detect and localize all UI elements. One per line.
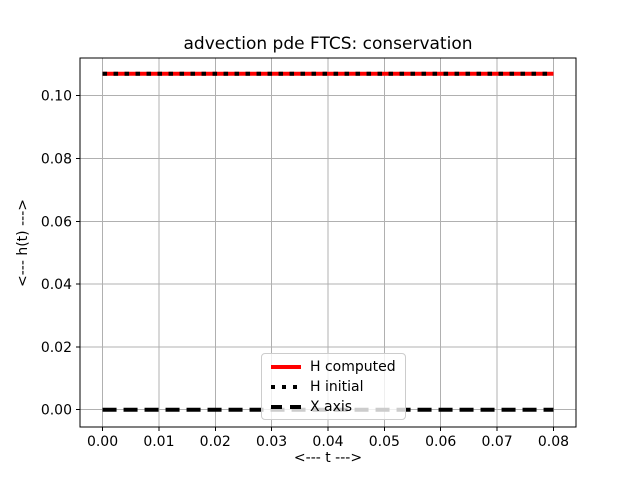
y-tick-label: 0.08	[41, 151, 72, 167]
legend-line-sample	[271, 364, 301, 369]
y-axis-label: <--- h(t) --->	[15, 199, 31, 287]
legend-label: X axis	[310, 398, 353, 415]
x-tick-label: 0.05	[369, 434, 400, 450]
x-tick-label: 0.03	[256, 434, 287, 450]
legend-line-sample	[271, 404, 301, 409]
y-tick-label: 0.06	[41, 214, 72, 230]
legend-line-sample	[271, 384, 301, 389]
x-tick-label: 0.08	[538, 434, 569, 450]
chart-title: advection pde FTCS: conservation	[183, 34, 473, 54]
x-tick-label: 0.00	[87, 434, 118, 450]
x-tick-label: 0.04	[312, 434, 343, 450]
legend-entry: H computed	[271, 358, 396, 375]
y-tick-label: 0.10	[41, 89, 72, 105]
legend-label: H initial	[310, 378, 364, 395]
x-axis-label: <--- t --->	[293, 450, 363, 466]
legend-entry: H initial	[271, 378, 396, 395]
y-tick-label: 0.02	[41, 340, 72, 356]
legend: H computed H initial X axis	[261, 353, 406, 420]
legend-entry: X axis	[271, 398, 396, 415]
x-tick-label: 0.02	[200, 434, 231, 450]
x-tick-label: 0.01	[143, 434, 174, 450]
legend-label: H computed	[310, 358, 396, 375]
axes-border	[79, 57, 577, 428]
y-tick-label: 0.00	[41, 403, 72, 419]
x-tick-label: 0.06	[425, 434, 456, 450]
x-tick-label: 0.07	[482, 434, 513, 450]
y-tick-label: 0.04	[41, 277, 72, 293]
